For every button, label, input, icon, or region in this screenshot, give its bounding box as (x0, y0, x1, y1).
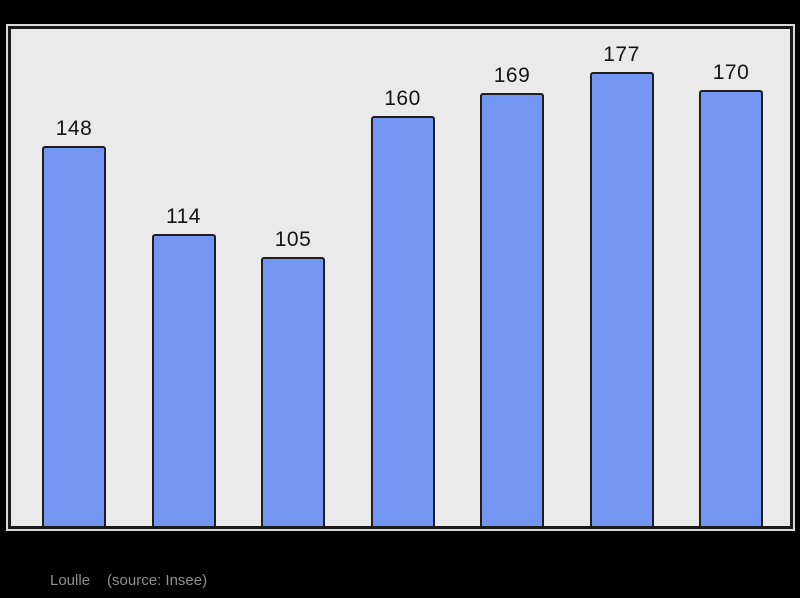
bar (589, 72, 654, 526)
bar-group: 105 (261, 228, 325, 526)
bar-value-label: 114 (166, 205, 201, 228)
chart-panel: 148 114 105 160 169 177 170 (8, 26, 793, 529)
caption-commune-name: Loulle (50, 572, 91, 589)
bar (699, 90, 763, 526)
plot-area: 148 114 105 160 169 177 170 (11, 29, 790, 526)
bar-group: 170 (699, 61, 763, 526)
bar-group: 114 (151, 205, 216, 526)
bar (151, 234, 216, 526)
bar-value-label: 160 (384, 87, 421, 110)
bar (370, 116, 435, 526)
bar (480, 93, 544, 526)
bar-group: 160 (370, 87, 435, 526)
bar-value-label: 105 (274, 228, 312, 251)
bar-group: 148 (42, 117, 106, 526)
chart-caption: Loulle (source: Insee) (50, 571, 207, 591)
bar-group: 177 (589, 43, 654, 526)
bar-value-label: 148 (55, 117, 93, 140)
bar-value-label: 169 (493, 64, 531, 87)
bar (42, 146, 106, 526)
bar-group: 169 (480, 64, 544, 526)
bar-value-label: 170 (712, 61, 750, 84)
caption-source: (source: Insee) (107, 572, 208, 589)
bar (261, 257, 325, 526)
bar-value-label: 177 (603, 43, 640, 66)
